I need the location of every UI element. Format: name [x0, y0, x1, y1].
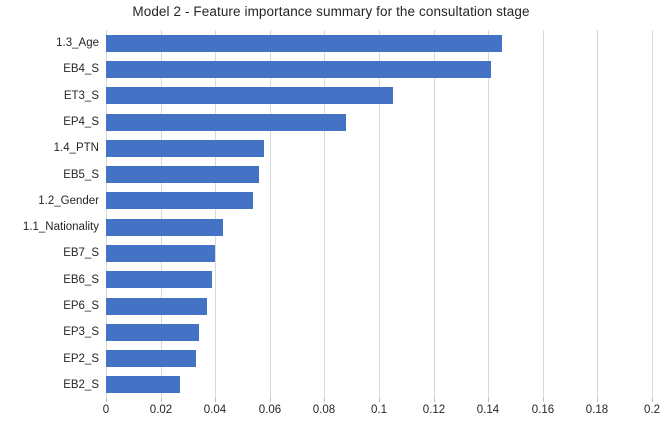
x-tick-label: 0.18	[585, 404, 609, 416]
category-label: EB2_S	[63, 379, 99, 391]
bar	[106, 166, 259, 183]
bar	[106, 219, 223, 236]
category-label: EB5_S	[63, 169, 99, 181]
bar	[106, 35, 502, 52]
plot-area	[106, 30, 653, 402]
bar	[106, 298, 207, 315]
chart-title: Model 2 - Feature importance summary for…	[132, 4, 530, 19]
bar	[106, 245, 215, 262]
x-tick-label: 0.1	[371, 404, 387, 416]
x-tick-label: 0.04	[203, 404, 227, 416]
category-label: 1.1_Nationality	[22, 221, 99, 233]
category-label: EB6_S	[63, 274, 99, 286]
bar	[106, 140, 264, 157]
bar	[106, 192, 253, 209]
x-tick-label: 0.2	[644, 404, 660, 416]
x-tick-label: 0.02	[149, 404, 173, 416]
category-label: 1.2_Gender	[38, 195, 99, 207]
bar	[106, 61, 491, 78]
x-tick-label: 0.16	[531, 404, 555, 416]
bar	[106, 376, 180, 393]
x-tick-label: 0.08	[312, 404, 336, 416]
x-tick-label: 0.12	[422, 404, 446, 416]
x-axis-tick-mark	[652, 398, 653, 402]
x-axis-tick-mark	[106, 398, 107, 402]
x-tick-label: 0.06	[258, 404, 282, 416]
gridline	[270, 30, 271, 398]
x-axis-tick-mark	[597, 398, 598, 402]
category-label: ET3_S	[63, 90, 99, 102]
x-axis-tick-mark	[215, 398, 216, 402]
x-axis-tick-mark	[379, 398, 380, 402]
bar	[106, 350, 196, 367]
category-label: EB4_S	[63, 63, 99, 75]
x-axis-tick-mark	[543, 398, 544, 402]
category-label: EP4_S	[63, 116, 99, 128]
gridline	[324, 30, 325, 398]
gridline	[215, 30, 216, 398]
gridline	[543, 30, 544, 398]
gridline	[379, 30, 380, 398]
x-axis-tick-mark	[161, 398, 162, 402]
category-label: EB7_S	[63, 247, 99, 259]
x-axis-tick-mark	[434, 398, 435, 402]
category-label: 1.4_PTN	[53, 142, 99, 154]
bar	[106, 271, 212, 288]
x-tick-label: 0	[102, 404, 110, 416]
gridline	[652, 30, 653, 398]
x-axis-tick-mark	[270, 398, 271, 402]
category-label: EP3_S	[63, 326, 99, 338]
gridline	[161, 30, 162, 398]
gridline	[434, 30, 435, 398]
bar	[106, 114, 346, 131]
x-tick-label: 0.14	[476, 404, 500, 416]
gridline	[106, 30, 107, 398]
category-label: EP6_S	[63, 300, 99, 312]
x-axis-tick-mark	[324, 398, 325, 402]
bar	[106, 87, 393, 104]
gridline	[597, 30, 598, 398]
category-label: 1.3_Age	[56, 37, 99, 49]
gridline	[488, 30, 489, 398]
category-label: EP2_S	[63, 353, 99, 365]
bar	[106, 324, 199, 341]
x-axis-tick-mark	[488, 398, 489, 402]
